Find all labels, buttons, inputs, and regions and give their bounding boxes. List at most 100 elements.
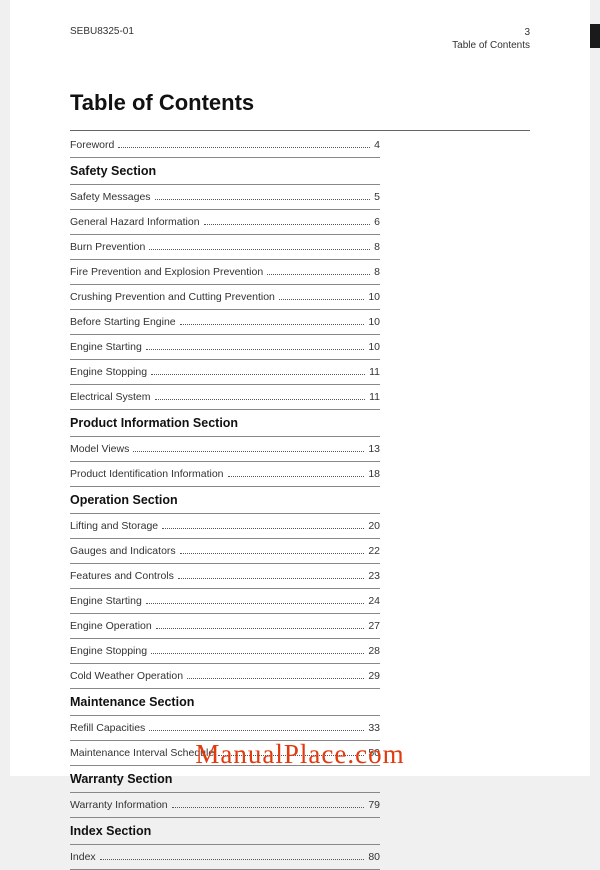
toc-label: Fire Prevention and Explosion Prevention bbox=[70, 266, 263, 278]
page-header: SEBU8325-01 3 Table of Contents bbox=[70, 26, 530, 52]
toc-section-heading: Warranty Section bbox=[70, 772, 530, 786]
toc-separator bbox=[70, 436, 380, 437]
toc-sections: Safety Section Safety Messages 5 General Ha… bbox=[70, 164, 530, 870]
document-page: SEBU8325-01 3 Table of Contents Table of… bbox=[10, 0, 590, 776]
toc-page: 13 bbox=[368, 443, 380, 455]
toc-section-heading: Operation Section bbox=[70, 493, 530, 507]
toc-separator bbox=[70, 563, 380, 564]
toc-leader bbox=[187, 678, 364, 679]
toc-leader bbox=[133, 451, 364, 452]
toc-separator bbox=[70, 259, 380, 260]
toc-label: Gauges and Indicators bbox=[70, 545, 176, 557]
toc-label: Engine Stopping bbox=[70, 366, 147, 378]
toc-entry: Engine Operation 27 bbox=[70, 620, 380, 632]
toc-page: 6 bbox=[374, 216, 380, 228]
toc-separator bbox=[70, 740, 380, 741]
toc-label: Before Starting Engine bbox=[70, 316, 176, 328]
toc-separator bbox=[70, 613, 380, 614]
doc-id: SEBU8325-01 bbox=[70, 26, 134, 37]
toc-separator bbox=[70, 234, 380, 235]
toc-page: 22 bbox=[368, 545, 380, 557]
toc-page: 23 bbox=[368, 570, 380, 582]
toc-leader bbox=[172, 807, 365, 808]
toc-entry: Warranty Information79 bbox=[70, 799, 380, 811]
toc-separator bbox=[70, 284, 380, 285]
toc-entry: Model Views13 bbox=[70, 443, 380, 455]
toc-entry: Refill Capacities33 bbox=[70, 722, 380, 734]
toc-section-heading: Index Section bbox=[70, 824, 530, 838]
toc-separator bbox=[70, 461, 380, 462]
toc-leader bbox=[118, 147, 370, 148]
toc-leader bbox=[149, 730, 364, 731]
toc-separator bbox=[70, 538, 380, 539]
toc-leader bbox=[156, 628, 365, 629]
toc-leader bbox=[151, 374, 365, 375]
toc-separator bbox=[70, 513, 380, 514]
toc-entry: Lifting and Storage20 bbox=[70, 520, 380, 532]
toc-page: 11 bbox=[369, 391, 380, 403]
toc-separator bbox=[70, 638, 380, 639]
toc-label: Burn Prevention bbox=[70, 241, 145, 253]
toc-leader bbox=[155, 399, 366, 400]
toc-entry: Engine Starting24 bbox=[70, 595, 380, 607]
toc-entry: Engine Stopping28 bbox=[70, 645, 380, 657]
toc-entry: Burn Prevention 8 bbox=[70, 241, 380, 253]
toc-label: Engine Stopping bbox=[70, 645, 147, 657]
toc-leader bbox=[149, 249, 370, 250]
toc-page: 33 bbox=[368, 722, 380, 734]
toc-leader bbox=[228, 476, 365, 477]
toc-page: 18 bbox=[368, 468, 380, 480]
toc-page: 50 bbox=[368, 747, 380, 759]
toc-leader bbox=[279, 299, 364, 300]
toc-entry: Index80 bbox=[70, 851, 380, 863]
toc-separator bbox=[70, 157, 380, 158]
toc-separator bbox=[70, 844, 380, 845]
toc-label: General Hazard Information bbox=[70, 216, 200, 228]
page-number: 3 bbox=[452, 26, 530, 39]
toc-entry: Electrical System11 bbox=[70, 391, 380, 403]
title-rule bbox=[70, 130, 530, 131]
toc-separator bbox=[70, 715, 380, 716]
toc-page: 10 bbox=[368, 291, 380, 303]
toc-page: 80 bbox=[368, 851, 380, 863]
toc-separator bbox=[70, 384, 380, 385]
toc-label: Maintenance Interval Schedule bbox=[70, 747, 214, 759]
toc-page: 11 bbox=[369, 366, 380, 378]
toc-leader bbox=[180, 553, 365, 554]
toc-entry: Cold Weather Operation29 bbox=[70, 670, 380, 682]
toc-separator bbox=[70, 209, 380, 210]
toc-label: Cold Weather Operation bbox=[70, 670, 183, 682]
toc-page: 20 bbox=[368, 520, 380, 532]
toc-leader bbox=[180, 324, 365, 325]
toc-label: Safety Messages bbox=[70, 191, 151, 203]
toc-separator bbox=[70, 688, 380, 689]
page-edge-tab bbox=[590, 24, 600, 48]
toc-label: Engine Operation bbox=[70, 620, 152, 632]
toc-entry: Fire Prevention and Explosion Prevention… bbox=[70, 266, 380, 278]
toc-leader bbox=[100, 859, 365, 860]
toc-entry: Maintenance Interval Schedule 50 bbox=[70, 747, 380, 759]
toc-leader bbox=[155, 199, 371, 200]
toc-entry: Crushing Prevention and Cutting Preventi… bbox=[70, 291, 380, 303]
toc-separator bbox=[70, 765, 380, 766]
toc-page: 8 bbox=[374, 241, 380, 253]
toc-entry: General Hazard Information 6 bbox=[70, 216, 380, 228]
toc-leader bbox=[151, 653, 364, 654]
toc-separator bbox=[70, 409, 380, 410]
toc-page: 5 bbox=[374, 191, 380, 203]
toc-page: 27 bbox=[368, 620, 380, 632]
header-right: 3 Table of Contents bbox=[452, 26, 530, 52]
toc-entry: Product Identification Information 18 bbox=[70, 468, 380, 480]
toc-separator bbox=[70, 309, 380, 310]
toc-leader bbox=[146, 349, 365, 350]
toc-leader bbox=[204, 224, 371, 225]
toc-page: 79 bbox=[368, 799, 380, 811]
toc-page: 10 bbox=[368, 316, 380, 328]
page-title: Table of Contents bbox=[70, 90, 530, 116]
toc-page: 24 bbox=[368, 595, 380, 607]
toc-separator bbox=[70, 792, 380, 793]
toc-section-heading: Safety Section bbox=[70, 164, 530, 178]
toc-label: Product Identification Information bbox=[70, 468, 224, 480]
toc-separator bbox=[70, 486, 380, 487]
toc-entry: Features and Controls23 bbox=[70, 570, 380, 582]
